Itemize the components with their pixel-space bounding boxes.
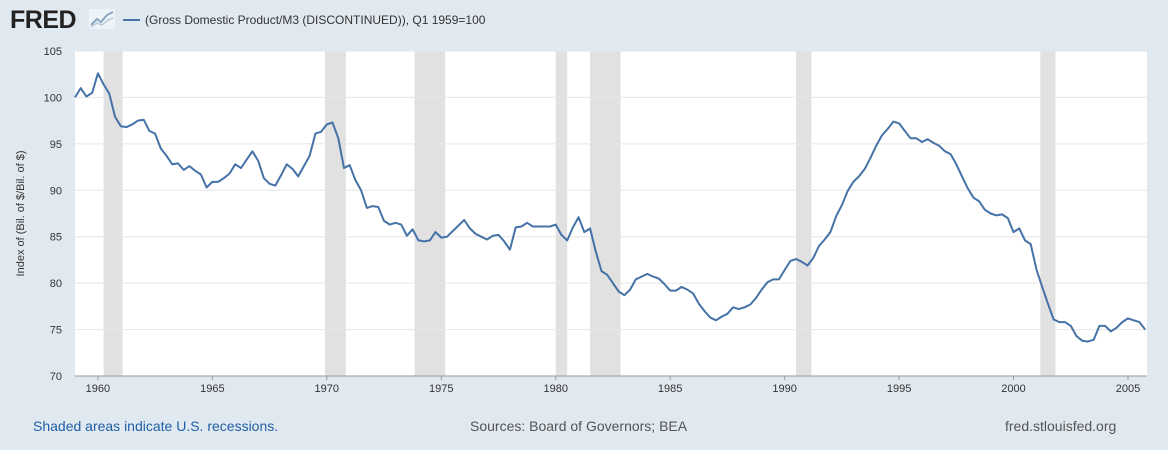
sources-note: Sources: Board of Governors; BEA	[470, 418, 688, 434]
recession-note: Shaded areas indicate U.S. recessions.	[33, 418, 279, 434]
x-tick-label: 1980	[543, 383, 567, 395]
y-tick-label: 105	[44, 46, 62, 58]
recession-band	[590, 51, 621, 376]
y-tick-label: 85	[50, 232, 62, 244]
axes: 70 75 80 85 90 95 100 105 1960 1965 1970 1975 1980 19…	[44, 46, 1147, 395]
site-link[interactable]: fred.stlouisfed.org	[1005, 418, 1117, 434]
x-tick-label: 1960	[86, 383, 110, 395]
x-tick-label: 1985	[658, 383, 682, 395]
fred-graph-icon	[89, 9, 115, 29]
legend-label[interactable]: (Gross Domestic Product/M3 (DISCONTINUED…	[145, 13, 486, 27]
x-tick-label: 1975	[429, 383, 453, 395]
recession-band	[324, 51, 346, 376]
recession-band	[414, 51, 446, 376]
recession-band	[103, 51, 123, 376]
series-layer	[74, 72, 1146, 343]
recession-band	[1040, 51, 1056, 376]
recession-band	[796, 51, 812, 376]
y-axis-title: Index of (Bil. of $/Bil. of $)	[15, 151, 27, 277]
x-tick-label: 2005	[1116, 383, 1140, 395]
recession-band	[555, 51, 568, 376]
y-tick-label: 95	[50, 139, 62, 151]
x-tick-label: 1990	[772, 383, 796, 395]
y-axis-title-group: Index of (Bil. of $/Bil. of $)	[15, 151, 27, 277]
y-tick-label: 75	[50, 325, 62, 337]
series-line	[74, 72, 1146, 343]
x-tick-label: 1965	[200, 383, 224, 395]
x-tick-label: 1970	[315, 383, 339, 395]
chart: 70 75 80 85 90 95 100 105 1960 1965 1970 1975 1980 19…	[15, 46, 1147, 395]
y-tick-label: 80	[50, 278, 62, 290]
y-tick-label: 70	[50, 371, 62, 383]
chart-header: FRED (Gross Domestic Product/M3 (DISCONT…	[0, 0, 1168, 44]
x-tick-label: 2000	[1001, 383, 1025, 395]
fred-logo[interactable]: FRED	[10, 6, 77, 34]
y-tick-label: 90	[50, 185, 62, 197]
y-tick-label: 100	[44, 92, 62, 104]
legend-swatch	[123, 19, 140, 21]
x-tick-label: 1995	[887, 383, 911, 395]
recession-shading	[103, 51, 1056, 376]
